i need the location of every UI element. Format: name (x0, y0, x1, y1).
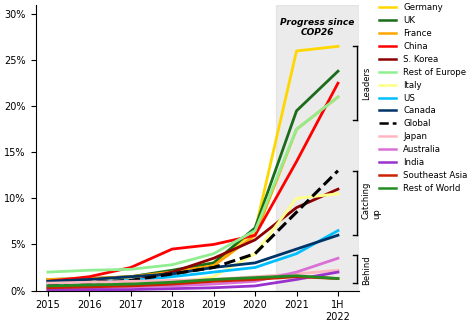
Text: Behind: Behind (362, 256, 371, 285)
Text: Leaders: Leaders (362, 67, 371, 100)
Legend: Germany, UK, France, China, S. Korea, Rest of Europe, Italy, US, Canada, Global,: Germany, UK, France, China, S. Korea, Re… (379, 4, 468, 193)
Text: Progress since
COP26: Progress since COP26 (280, 18, 355, 37)
Text: Catching
up: Catching up (362, 182, 382, 219)
Bar (276, 5, 359, 290)
